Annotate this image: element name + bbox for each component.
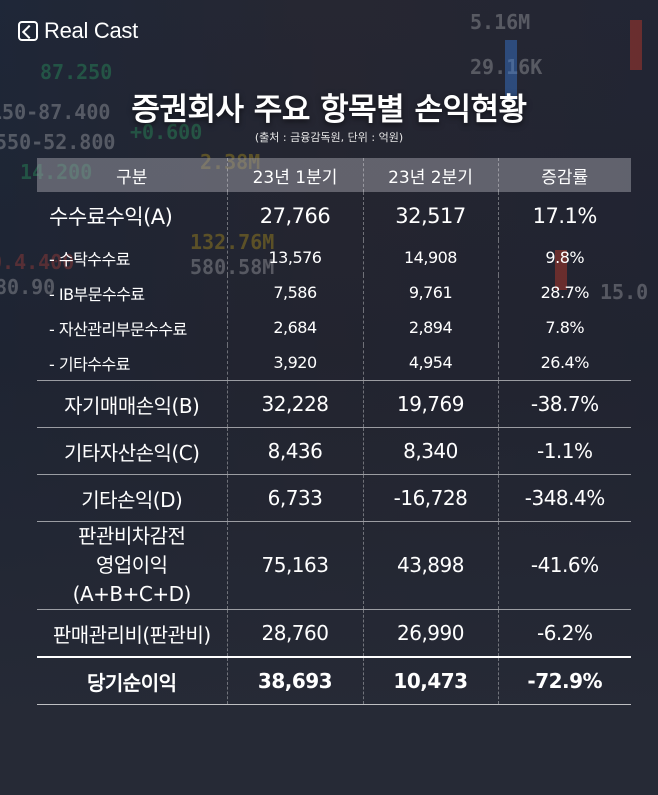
cell-rate: -1.1% bbox=[497, 427, 631, 475]
cell-q2: 10,473 bbox=[362, 657, 498, 705]
row-label: - IB부문수수료 bbox=[49, 284, 145, 304]
cell-q1: 3,920 bbox=[226, 345, 363, 381]
cell-rate: -72.9% bbox=[497, 657, 631, 705]
profit-loss-table: 구분 23년 1분기 23년 2분기 증감률 수수료수익(A) 27,766 3… bbox=[37, 158, 631, 705]
cell-q2: 32,517 bbox=[362, 192, 498, 240]
cell-q2: 8,340 bbox=[362, 427, 498, 475]
row-label: - 수탁수수료 bbox=[49, 249, 130, 269]
header-category: 구분 bbox=[37, 158, 227, 192]
table-row: - 수탁수수료 13,576 14,908 9.8% bbox=[37, 240, 631, 275]
header-q2: 23년 2분기 bbox=[362, 158, 498, 192]
decorative-ticker: 29.16K bbox=[470, 55, 543, 79]
row-label: 수수료수익(A) bbox=[49, 205, 173, 229]
source-note: (출처 : 금융감독원, 단위 : 억원) bbox=[254, 131, 404, 144]
page-title: 증권회사 주요 항목별 손익현황 bbox=[131, 92, 527, 128]
decorative-ticker: 80.90 bbox=[0, 275, 56, 299]
cell-q1: 7,586 bbox=[226, 275, 363, 310]
cell-q2: 9,761 bbox=[362, 275, 498, 310]
cell-q1: 75,163 bbox=[226, 521, 363, 610]
brand-name: Real Cast bbox=[44, 18, 138, 43]
row-label-line2: 영업이익(A+B+C+D) bbox=[72, 553, 192, 606]
row-label: - 자산관리부문수수료 bbox=[49, 319, 187, 339]
cell-q2: 4,954 bbox=[362, 345, 498, 381]
cell-q1: 6,733 bbox=[226, 474, 363, 522]
table-row: 기타자산손익(C) 8,436 8,340 -1.1% bbox=[37, 427, 631, 475]
cell-rate: 17.1% bbox=[497, 192, 631, 240]
table-row: 판관비차감전 영업이익(A+B+C+D) 75,163 43,898 -41.6… bbox=[37, 521, 631, 610]
header-q1: 23년 1분기 bbox=[226, 158, 363, 192]
row-label-line1: 판관비차감전 bbox=[78, 524, 186, 548]
cell-rate: 7.8% bbox=[497, 310, 631, 345]
row-label: 판매관리비(판관비) bbox=[37, 609, 227, 658]
decorative-ticker: 0.4.400 bbox=[0, 250, 75, 274]
cell-q1: 2,684 bbox=[226, 310, 363, 345]
row-label: 기타자산손익(C) bbox=[37, 427, 227, 475]
cell-q1: 8,436 bbox=[226, 427, 363, 475]
cell-rate: -348.4% bbox=[497, 474, 631, 522]
table-row: 자기매매손익(B) 32,228 19,769 -38.7% bbox=[37, 380, 631, 428]
cell-rate: 9.8% bbox=[497, 240, 631, 275]
cell-rate: -6.2% bbox=[497, 609, 631, 658]
decorative-ticker: 550-52.800 bbox=[0, 130, 116, 154]
decorative-ticker: +0.600 bbox=[130, 120, 203, 144]
decorative-ticker: 5.16M bbox=[470, 10, 531, 34]
cell-q2: 26,990 bbox=[362, 609, 498, 658]
cell-q1: 28,760 bbox=[226, 609, 363, 658]
decorative-candle bbox=[630, 20, 642, 70]
header-change-rate: 증감률 bbox=[497, 158, 631, 192]
table-row: 수수료수익(A) 27,766 32,517 17.1% bbox=[37, 192, 631, 240]
table-row: - 기타수수료 3,920 4,954 26.4% bbox=[37, 345, 631, 381]
cell-q2: 14,908 bbox=[362, 240, 498, 275]
table-row: - IB부문수수료 7,586 9,761 28.7% bbox=[37, 275, 631, 310]
cell-rate: -38.7% bbox=[497, 380, 631, 428]
table-row: - 자산관리부문수수료 2,684 2,894 7.8% bbox=[37, 310, 631, 345]
cell-rate: 28.7% bbox=[497, 275, 631, 310]
cell-rate: -41.6% bbox=[497, 521, 631, 610]
cell-q1: 27,766 bbox=[226, 192, 363, 240]
logo-icon bbox=[18, 21, 38, 41]
cell-q2: -16,728 bbox=[362, 474, 498, 522]
row-label: - 기타수수료 bbox=[49, 354, 130, 374]
row-label: 자기매매손익(B) bbox=[37, 380, 227, 428]
decorative-ticker: 87.250 bbox=[40, 60, 113, 84]
cell-q1: 13,576 bbox=[226, 240, 363, 275]
cell-q2: 19,769 bbox=[362, 380, 498, 428]
brand-logo: Real Cast bbox=[18, 18, 138, 44]
cell-q1: 38,693 bbox=[226, 657, 363, 705]
cell-rate: 26.4% bbox=[497, 345, 631, 381]
table-header-row: 구분 23년 1분기 23년 2분기 증감률 bbox=[37, 158, 631, 192]
cell-q2: 43,898 bbox=[362, 521, 498, 610]
table-total-row: 당기순이익 38,693 10,473 -72.9% bbox=[37, 657, 631, 705]
decorative-candle bbox=[505, 40, 517, 100]
cell-q2: 2,894 bbox=[362, 310, 498, 345]
row-label: 당기순이익 bbox=[37, 657, 227, 705]
row-label: 기타손익(D) bbox=[37, 474, 227, 522]
decorative-ticker: 150-87.400 bbox=[0, 100, 111, 124]
cell-q1: 32,228 bbox=[226, 380, 363, 428]
row-label: 판관비차감전 영업이익(A+B+C+D) bbox=[37, 521, 227, 610]
table-row: 판매관리비(판관비) 28,760 26,990 -6.2% bbox=[37, 609, 631, 658]
table-row: 기타손익(D) 6,733 -16,728 -348.4% bbox=[37, 474, 631, 522]
